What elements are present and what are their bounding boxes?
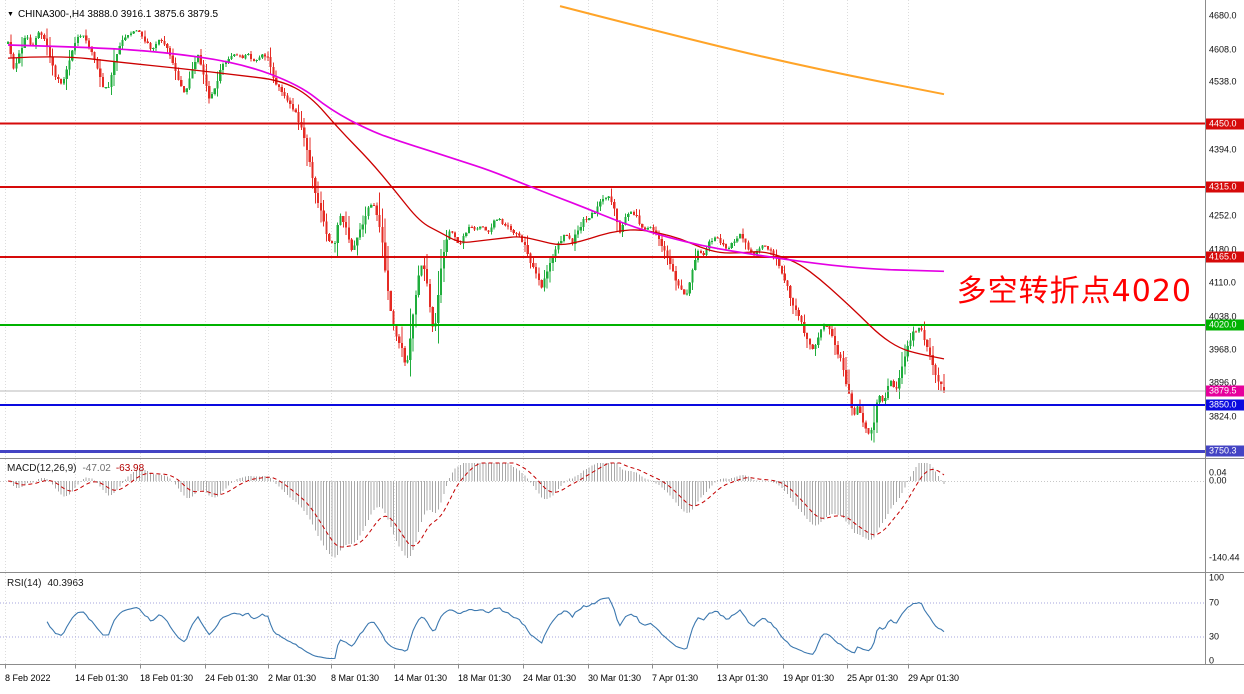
macd-histogram (10, 463, 945, 558)
time-gridlines (5, 0, 909, 664)
annotation-text[interactable]: 多空转折点4020 (956, 274, 1192, 309)
rsi-name: RSI(14) (7, 578, 42, 589)
macd-signal-value: -63.98 (115, 463, 145, 474)
rsi-line (46, 597, 945, 660)
rsi-indicator-label: RSI(14) 40.3963 (7, 578, 84, 589)
panel-separators (0, 0, 1244, 669)
rsi-value: 40.3963 (47, 578, 84, 589)
ma-slow-line (7, 44, 945, 273)
candlesticks (6, 28, 946, 443)
ma-fast-line (7, 56, 945, 360)
horizontal-level-lines[interactable] (0, 122, 1205, 453)
macd-value: -47.02 (82, 463, 111, 474)
symbol-title: ▼ CHINA300-,H4 3888.0 3916.1 3875.6 3879.… (7, 9, 218, 20)
expand-ohlc-arrow-icon[interactable]: ▼ (7, 11, 14, 18)
macd-signal-line (7, 462, 945, 548)
macd-indicator-label: MACD(12,26,9) -47.02 -63.98 (7, 463, 144, 474)
macd-name: MACD(12,26,9) (7, 463, 77, 474)
trendline[interactable] (559, 5, 945, 96)
symbol-title-text: CHINA300-,H4 3888.0 3916.1 3875.6 3879.5 (17, 9, 219, 20)
